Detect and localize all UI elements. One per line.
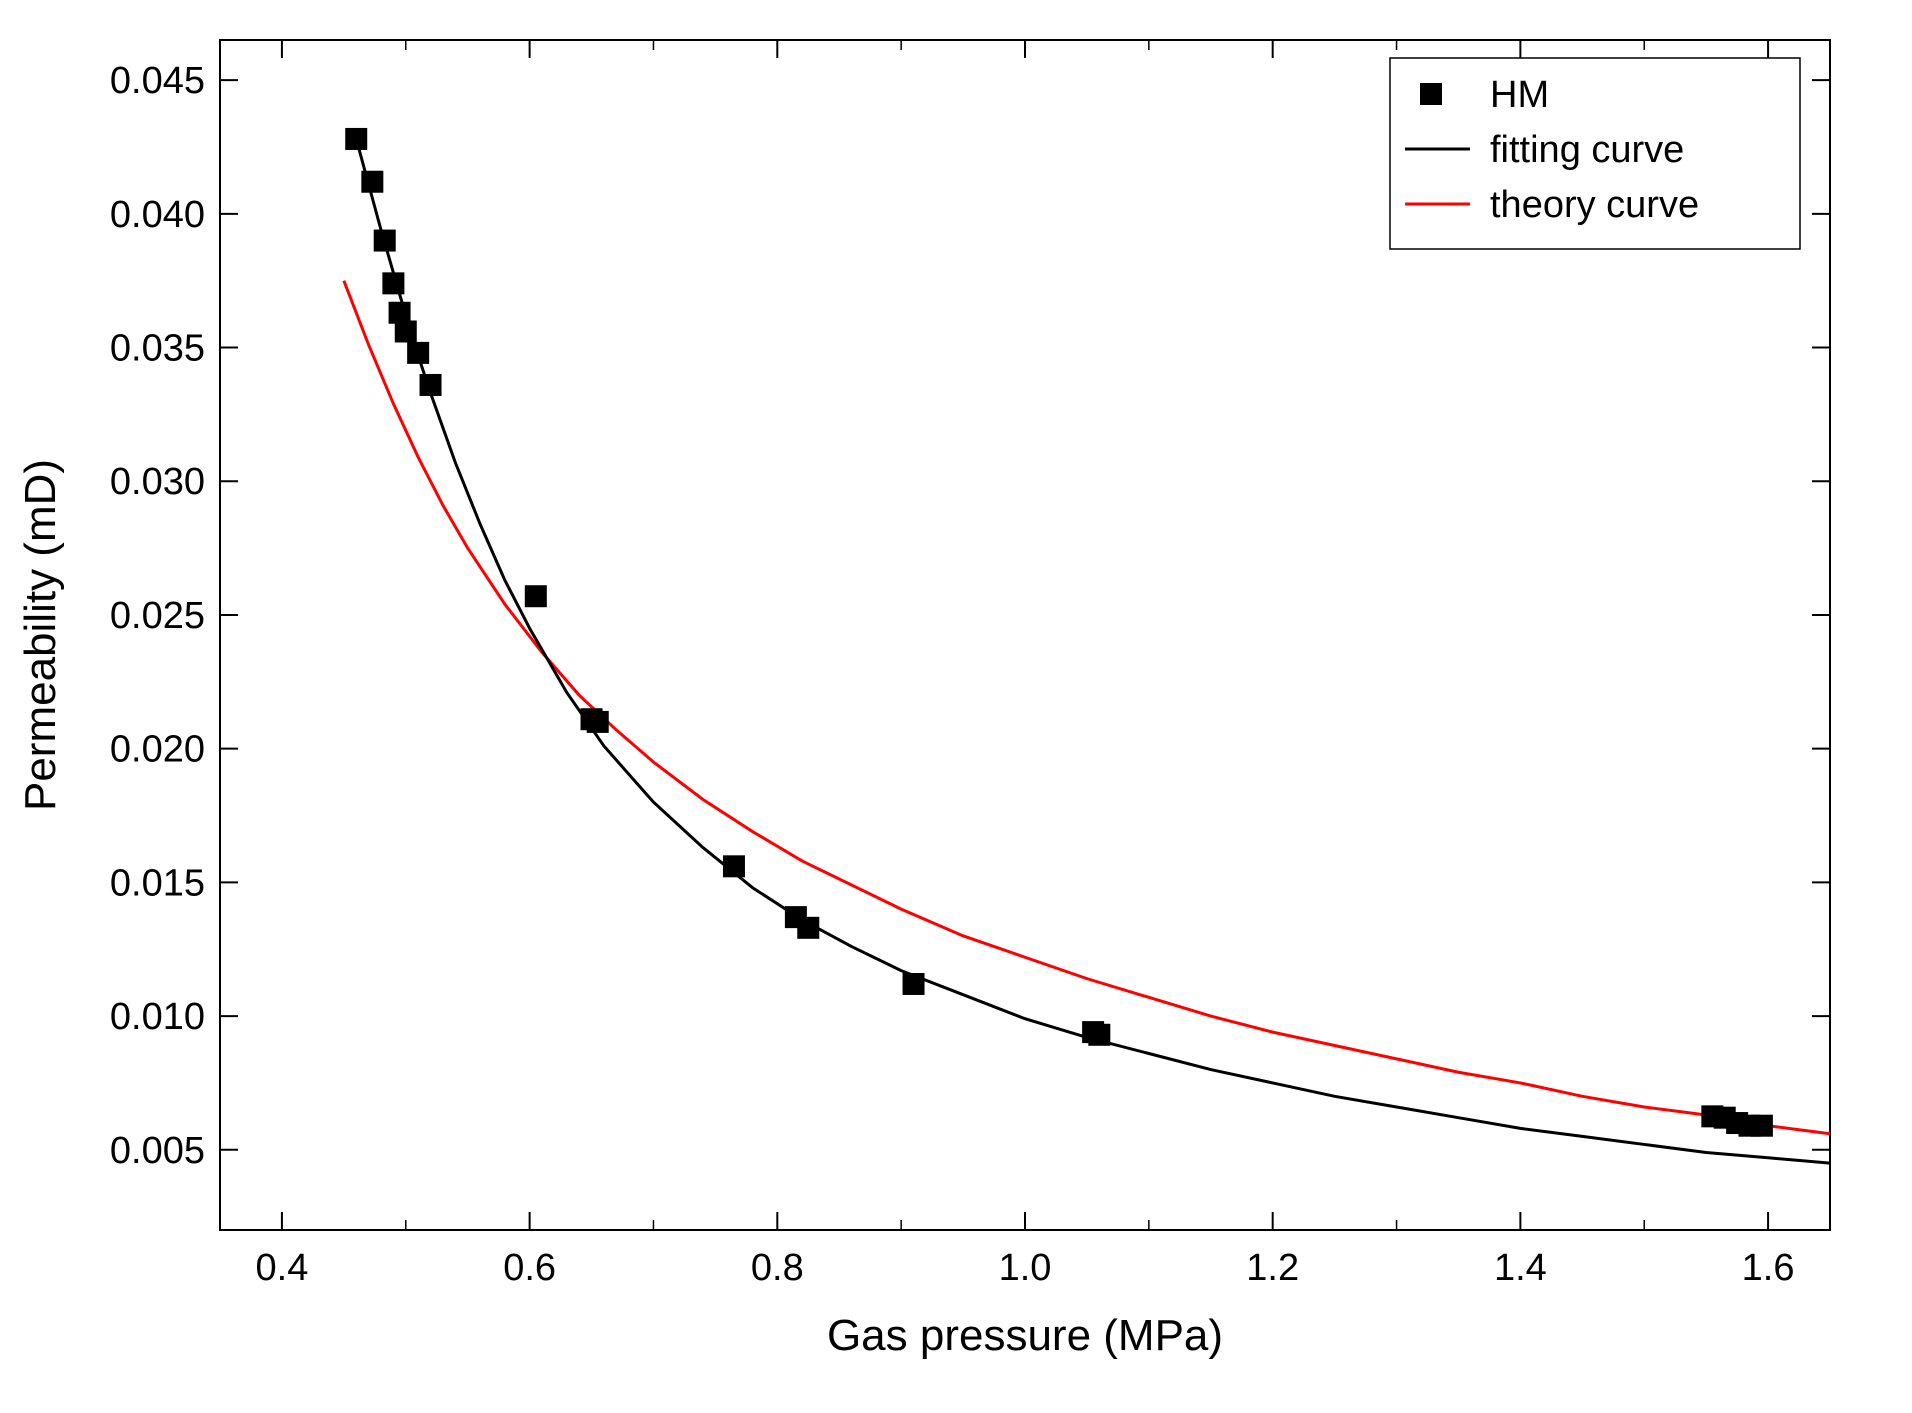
y-axis-label: Permeability (mD)	[16, 459, 65, 811]
xtick-label: 0.4	[256, 1247, 309, 1289]
legend-label: fitting curve	[1490, 129, 1684, 171]
chart-svg: 0.4 0.6 0.8 1.0 1.2 1.4 1.6 0.005 0.010 0.015 0.02…	[0, 0, 1912, 1413]
ytick-label: 0.025	[110, 595, 205, 637]
hm-marker	[420, 374, 442, 396]
ytick-label: 0.030	[110, 461, 205, 503]
xtick-label: 1.6	[1742, 1247, 1795, 1289]
ytick-label: 0.035	[110, 328, 205, 370]
x-axis-label: Gas pressure (MPa)	[827, 1311, 1223, 1360]
hm-marker	[395, 320, 417, 342]
legend-label: HM	[1490, 74, 1549, 116]
hm-marker	[723, 855, 745, 877]
legend-label: theory curve	[1490, 184, 1699, 226]
hm-marker	[1751, 1115, 1773, 1137]
xtick-label: 1.2	[1246, 1247, 1299, 1289]
permeability-chart: 0.4 0.6 0.8 1.0 1.2 1.4 1.6 0.005 0.010 0.015 0.02…	[0, 0, 1912, 1413]
hm-marker	[374, 230, 396, 252]
ytick-label: 0.040	[110, 194, 205, 236]
hm-marker	[345, 128, 367, 150]
hm-marker	[903, 973, 925, 995]
hm-marker	[587, 711, 609, 733]
hm-marker	[389, 302, 411, 324]
ytick-label: 0.015	[110, 862, 205, 904]
ytick-label: 0.005	[110, 1130, 205, 1172]
xtick-label: 0.8	[751, 1247, 804, 1289]
hm-marker	[797, 917, 819, 939]
xtick-label: 1.0	[999, 1247, 1052, 1289]
hm-marker	[525, 585, 547, 607]
hm-marker	[382, 272, 404, 294]
hm-marker	[361, 171, 383, 193]
legend-marker-icon	[1420, 83, 1442, 105]
hm-marker	[1088, 1024, 1110, 1046]
ytick-label: 0.010	[110, 996, 205, 1038]
ytick-label: 0.045	[110, 60, 205, 102]
hm-marker	[407, 342, 429, 364]
xtick-label: 1.4	[1494, 1247, 1547, 1289]
xtick-label: 0.6	[503, 1247, 556, 1289]
ytick-label: 0.020	[110, 729, 205, 771]
